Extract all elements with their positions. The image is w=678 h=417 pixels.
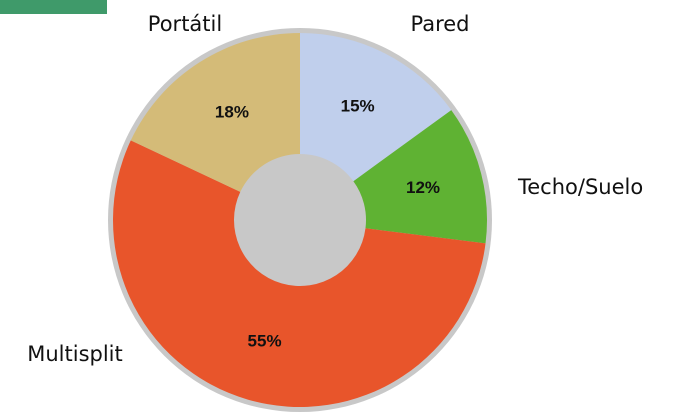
value-label: 18% — [215, 102, 249, 121]
value-label: 12% — [406, 178, 440, 197]
donut-slice — [113, 140, 486, 407]
donut-slice — [130, 33, 300, 192]
value-label: 15% — [341, 96, 375, 115]
donut-slice — [353, 110, 487, 244]
donut-slice — [300, 33, 452, 182]
category-label: Multisplit — [27, 342, 123, 366]
badge — [0, 0, 107, 14]
value-label: 55% — [248, 331, 282, 350]
category-label: Portátil — [148, 12, 222, 36]
category-label: Techo/Suelo — [517, 175, 643, 199]
category-label: Pared — [410, 12, 469, 36]
